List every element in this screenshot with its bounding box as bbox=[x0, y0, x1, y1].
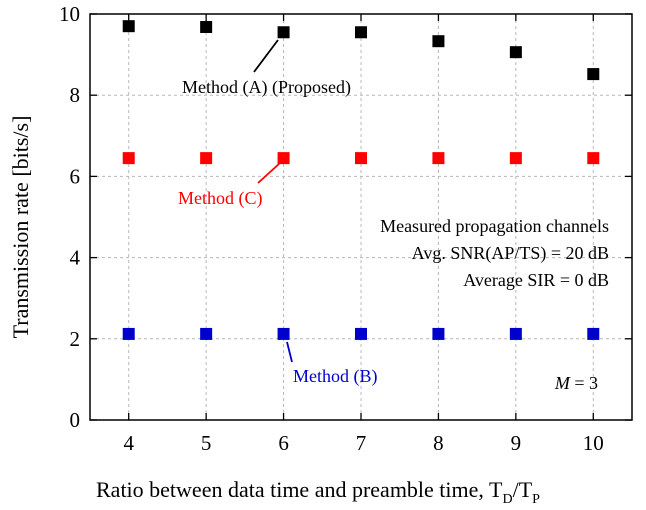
x-tick-label: 5 bbox=[201, 431, 212, 455]
leader-lines bbox=[253, 39, 293, 363]
data-point-series-1 bbox=[509, 46, 522, 59]
info-line-channels: Measured propagation channels bbox=[380, 216, 609, 236]
data-point-series-1 bbox=[432, 35, 445, 48]
y-tick-label: 8 bbox=[70, 83, 81, 107]
y-tick-label: 6 bbox=[70, 164, 81, 188]
data-point-series-3 bbox=[432, 327, 445, 340]
y-axis-label: Transmission rate [bits/s] bbox=[8, 116, 33, 339]
leader-line-method-c bbox=[257, 162, 281, 184]
data-point-series-3 bbox=[277, 327, 290, 340]
x-tick-labels: 4 5 6 7 8 9 10 bbox=[123, 431, 603, 455]
y-tick-label: 2 bbox=[70, 327, 81, 351]
data-point-series-2 bbox=[277, 152, 290, 165]
series-label-method-a: Method (A) (Proposed) bbox=[182, 77, 351, 98]
data-point-series-1 bbox=[200, 20, 213, 33]
y-tick-label: 0 bbox=[70, 408, 81, 432]
x-tick-label: 9 bbox=[511, 431, 522, 455]
y-tick-label: 10 bbox=[59, 2, 80, 26]
data-point-series-2 bbox=[587, 152, 600, 165]
data-point-series-3 bbox=[355, 327, 367, 340]
plot-frame bbox=[89, 13, 633, 421]
data-point-series-1 bbox=[122, 20, 135, 33]
data-point-series-2 bbox=[200, 152, 213, 165]
data-point-series-3 bbox=[509, 327, 522, 340]
y-tick-labels: 0 2 4 6 8 10 bbox=[59, 2, 81, 432]
data-point-series-3 bbox=[587, 327, 600, 340]
leader-line-method-b bbox=[286, 341, 293, 363]
data-point-series-2 bbox=[432, 152, 445, 165]
leader-line-method-a bbox=[253, 39, 279, 73]
data-point-series-2 bbox=[355, 152, 367, 165]
m-symbol: M bbox=[554, 373, 571, 393]
info-line-sir: Average SIR = 0 dB bbox=[463, 270, 609, 290]
info-line-snr: Avg. SNR(AP/TS) = 20 dB bbox=[412, 243, 609, 264]
m-annotation: M = 3 bbox=[554, 373, 598, 393]
series-label-method-c: Method (C) bbox=[178, 188, 263, 209]
series-label-method-b: Method (B) bbox=[293, 366, 378, 387]
data-markers bbox=[122, 20, 600, 340]
data-point-series-1 bbox=[277, 26, 290, 39]
x-tick-label: 10 bbox=[583, 431, 604, 455]
data-point-series-1 bbox=[355, 26, 367, 39]
x-axis-label: Ratio between data time and preamble tim… bbox=[96, 477, 540, 507]
data-point-series-1 bbox=[587, 68, 600, 81]
x-tick-label: 6 bbox=[278, 431, 289, 455]
x-tick-label: 7 bbox=[356, 431, 367, 455]
x-tick-label: 8 bbox=[433, 431, 444, 455]
m-value: = 3 bbox=[570, 373, 598, 393]
x-axis-label-sub-p: P bbox=[532, 492, 540, 507]
x-axis-label-sub-d: D bbox=[502, 492, 512, 507]
x-axis-label-mid: /T bbox=[513, 477, 533, 502]
y-tick-label: 4 bbox=[70, 246, 81, 270]
x-axis-label-main: Ratio between data time and preamble tim… bbox=[96, 477, 503, 502]
data-point-series-3 bbox=[200, 327, 213, 340]
data-point-series-3 bbox=[122, 327, 135, 340]
x-tick-label: 4 bbox=[123, 431, 134, 455]
data-point-series-2 bbox=[509, 152, 522, 165]
data-point-series-2 bbox=[122, 152, 135, 165]
